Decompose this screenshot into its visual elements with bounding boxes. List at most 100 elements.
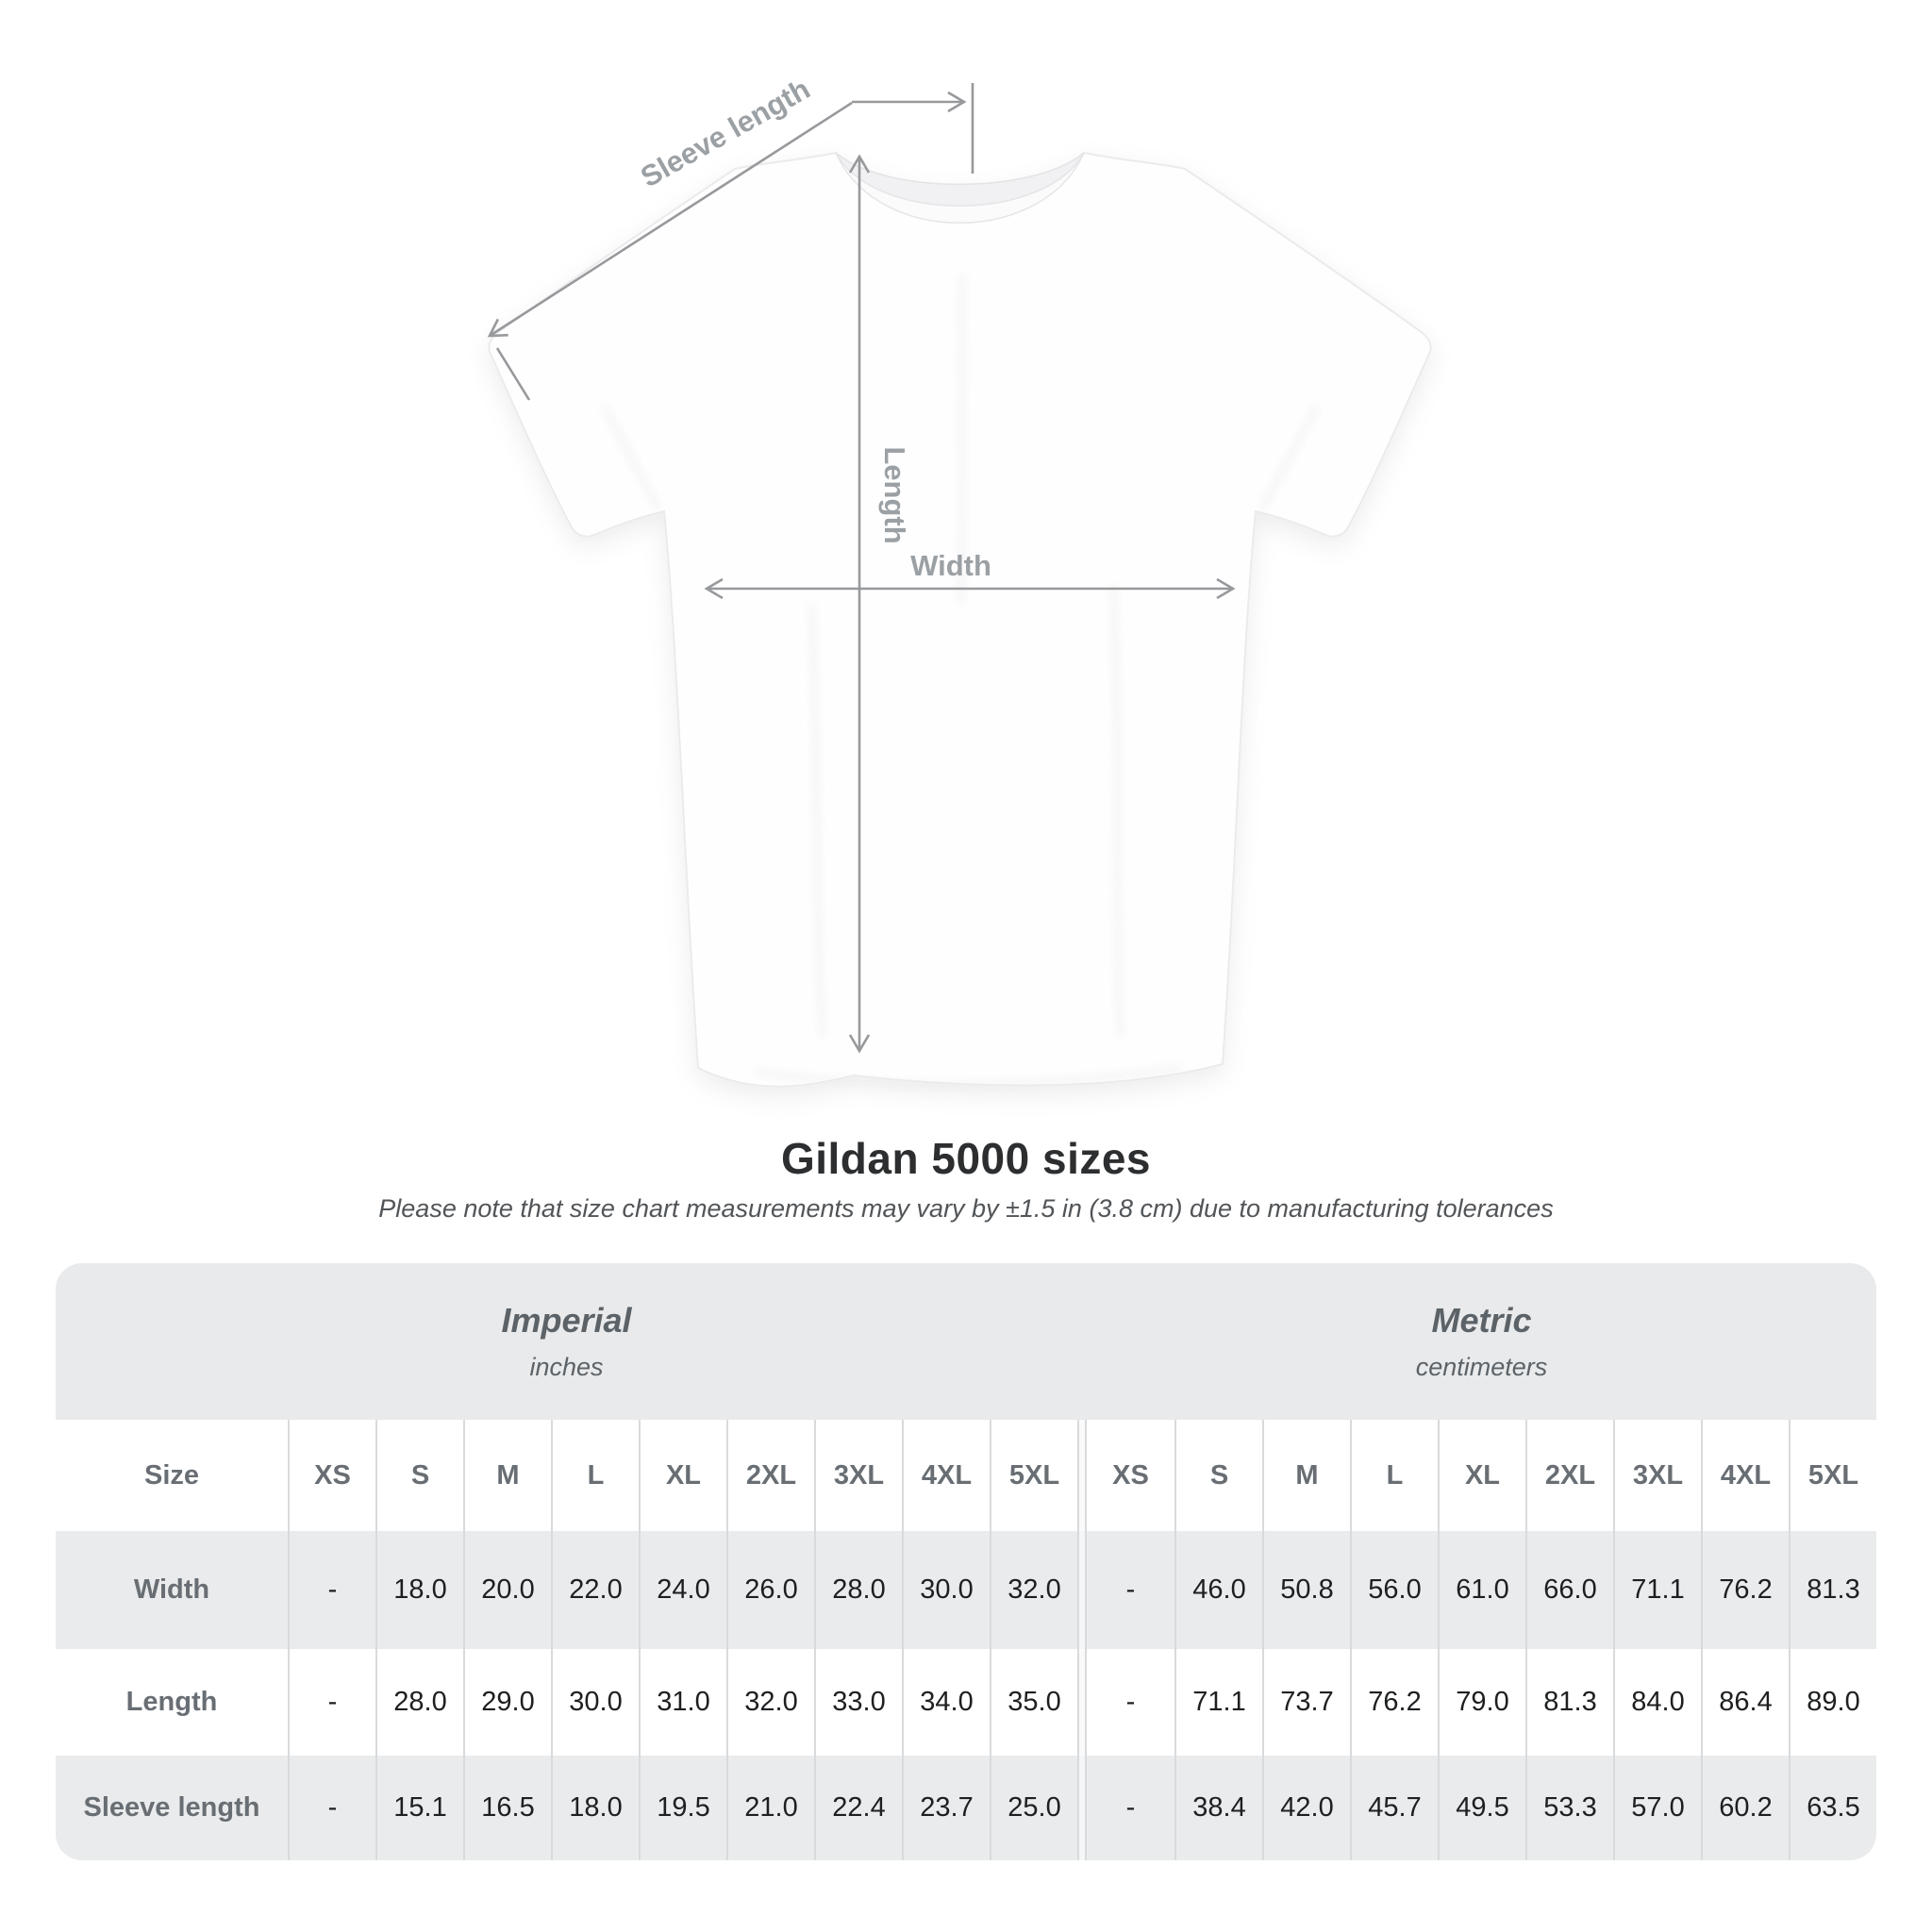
value-cell: - [288, 1649, 375, 1756]
imperial-group-title: Imperial [501, 1301, 632, 1340]
sleeve-end-tick [495, 347, 531, 401]
size-header-cell: L [1350, 1420, 1438, 1531]
value-cell: - [1087, 1756, 1174, 1860]
column-divider [1077, 1420, 1087, 1531]
value-cell: 28.0 [375, 1649, 463, 1756]
value-cell: - [288, 1756, 375, 1860]
value-cell: 46.0 [1174, 1531, 1262, 1649]
value-cell: 20.0 [463, 1531, 551, 1649]
value-cell: 76.2 [1350, 1649, 1438, 1756]
value-cell: 86.4 [1701, 1649, 1789, 1756]
size-header-cell: 3XL [1613, 1420, 1701, 1531]
size-header-cell: 5XL [990, 1420, 1077, 1531]
value-cell: 57.0 [1613, 1756, 1701, 1860]
value-cell: 32.0 [726, 1649, 814, 1756]
size-header-cell: L [551, 1420, 639, 1531]
value-cell: 71.1 [1174, 1649, 1262, 1756]
value-cell: 21.0 [726, 1756, 814, 1860]
size-header-cell: S [1174, 1420, 1262, 1531]
page-title: Gildan 5000 sizes [780, 1134, 1152, 1183]
width-label: Width [910, 549, 991, 582]
length-label: Length [878, 446, 911, 543]
value-cell: 18.0 [551, 1756, 639, 1860]
value-cell: 84.0 [1613, 1649, 1701, 1756]
value-cell: 73.7 [1262, 1649, 1350, 1756]
metric-group-header: Metric centimeters [1087, 1263, 1876, 1420]
value-cell: 22.4 [814, 1756, 902, 1860]
value-cell: 45.7 [1350, 1756, 1438, 1860]
value-cell: 53.3 [1525, 1756, 1613, 1860]
value-cell: 26.0 [726, 1531, 814, 1649]
row-label-cell: Width [56, 1531, 288, 1649]
metric-group-unit: centimeters [1415, 1353, 1548, 1381]
tshirt-measurement-diagram: Sleeve length Length Width [487, 72, 1432, 1088]
value-cell: 66.0 [1525, 1531, 1613, 1649]
value-cell: 71.1 [1613, 1531, 1701, 1649]
value-cell: 60.2 [1701, 1756, 1789, 1860]
value-cell: 56.0 [1350, 1531, 1438, 1649]
size-header-cell: 2XL [1525, 1420, 1613, 1531]
value-cell: 89.0 [1789, 1649, 1876, 1756]
value-cell: 35.0 [990, 1649, 1077, 1756]
tshirt-body [488, 152, 1432, 1088]
size-header-cell: M [463, 1420, 551, 1531]
value-cell: 16.5 [463, 1756, 551, 1860]
imperial-group-header: Imperial inches [56, 1263, 1077, 1420]
tshirt-illustration [488, 152, 1432, 1088]
size-header-cell: 3XL [814, 1420, 902, 1531]
column-divider [1077, 1531, 1087, 1649]
size-header-cell: 5XL [1789, 1420, 1876, 1531]
value-cell: - [1087, 1649, 1174, 1756]
value-cell: - [288, 1531, 375, 1649]
value-cell: 31.0 [639, 1649, 726, 1756]
value-cell: 33.0 [814, 1649, 902, 1756]
value-cell: 81.3 [1525, 1649, 1613, 1756]
size-table-grid: Imperial inches Metric centimeters Size X… [56, 1263, 1876, 1860]
row-label-cell: Length [56, 1649, 288, 1756]
size-table: Imperial inches Metric centimeters Size X… [56, 1263, 1876, 1860]
value-cell: 25.0 [990, 1756, 1077, 1860]
value-cell: 30.0 [551, 1649, 639, 1756]
value-cell: 29.0 [463, 1649, 551, 1756]
size-header-cell: 4XL [1701, 1420, 1789, 1531]
value-cell: 50.8 [1262, 1531, 1350, 1649]
value-cell: 79.0 [1438, 1649, 1525, 1756]
value-cell: 32.0 [990, 1531, 1077, 1649]
size-header-cell: M [1262, 1420, 1350, 1531]
value-cell: 63.5 [1789, 1756, 1876, 1860]
tolerance-note: Please note that size chart measurements… [378, 1194, 1554, 1223]
size-header-cell: XS [288, 1420, 375, 1531]
size-column-header: Size [56, 1420, 288, 1531]
value-cell: 28.0 [814, 1531, 902, 1649]
value-cell: 18.0 [375, 1531, 463, 1649]
value-cell: 81.3 [1789, 1531, 1876, 1649]
size-header-cell: XL [1438, 1420, 1525, 1531]
metric-group-title: Metric [1431, 1301, 1532, 1340]
value-cell: 23.7 [902, 1756, 990, 1860]
sleeve-length-arrow [487, 101, 853, 338]
size-header-cell: 4XL [902, 1420, 990, 1531]
value-cell: 42.0 [1262, 1756, 1350, 1860]
size-header-cell: XL [639, 1420, 726, 1531]
value-cell: 61.0 [1438, 1531, 1525, 1649]
row-label-cell: Sleeve length [56, 1756, 288, 1860]
size-header-cell: 2XL [726, 1420, 814, 1531]
size-header-cell: XS [1087, 1420, 1174, 1531]
fabric-shading [602, 273, 1319, 1087]
measurement-annotations [487, 83, 1236, 1054]
value-cell: 38.4 [1174, 1756, 1262, 1860]
column-divider [1077, 1756, 1087, 1860]
value-cell: 30.0 [902, 1531, 990, 1649]
value-cell: 76.2 [1701, 1531, 1789, 1649]
collar-band [835, 152, 1085, 224]
value-cell: 22.0 [551, 1531, 639, 1649]
value-cell: 34.0 [902, 1649, 990, 1756]
group-header-divider [1077, 1263, 1087, 1420]
imperial-group-unit: inches [529, 1353, 604, 1381]
size-header-cell: S [375, 1420, 463, 1531]
value-cell: 15.1 [375, 1756, 463, 1860]
value-cell: 19.5 [639, 1756, 726, 1860]
value-cell: 49.5 [1438, 1756, 1525, 1860]
value-cell: - [1087, 1531, 1174, 1649]
